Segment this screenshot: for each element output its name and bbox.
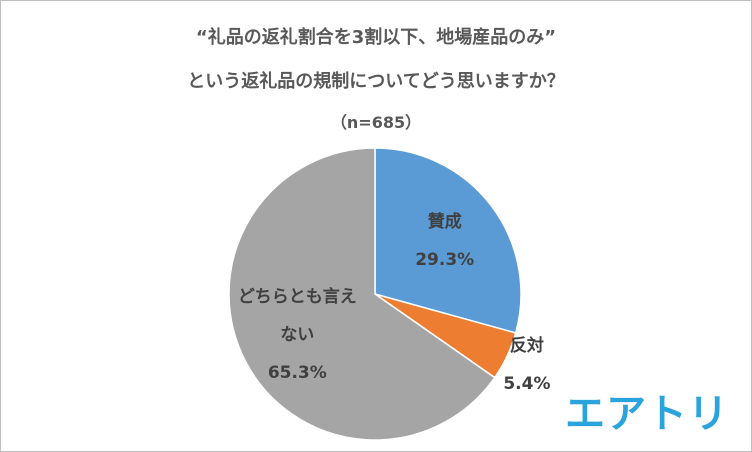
value-label: 5.4%	[503, 374, 551, 395]
chart-title: “礼品の返礼割合を3割以下、地場産品のみ”	[195, 27, 557, 48]
slice-label: どちらとも言えない 65.3%	[235, 278, 360, 392]
category-label: 賛成	[427, 211, 462, 232]
value-label: 65.3%	[267, 362, 327, 383]
value-label: 29.3%	[415, 249, 475, 270]
chart-subtitle: （n=685）	[330, 113, 422, 132]
slice-label: 反対 5.4%	[464, 327, 589, 403]
category-label: どちらとも言えない	[237, 286, 357, 345]
chart-title: という返礼品の規制についてどう思いますか？	[187, 71, 565, 92]
pie-slice	[374, 147, 522, 334]
category-label: 反対	[509, 336, 544, 357]
logo: エアトリ	[565, 391, 729, 437]
pie-slice	[228, 147, 496, 441]
slice-label: 賛成 29.3%	[382, 203, 507, 279]
